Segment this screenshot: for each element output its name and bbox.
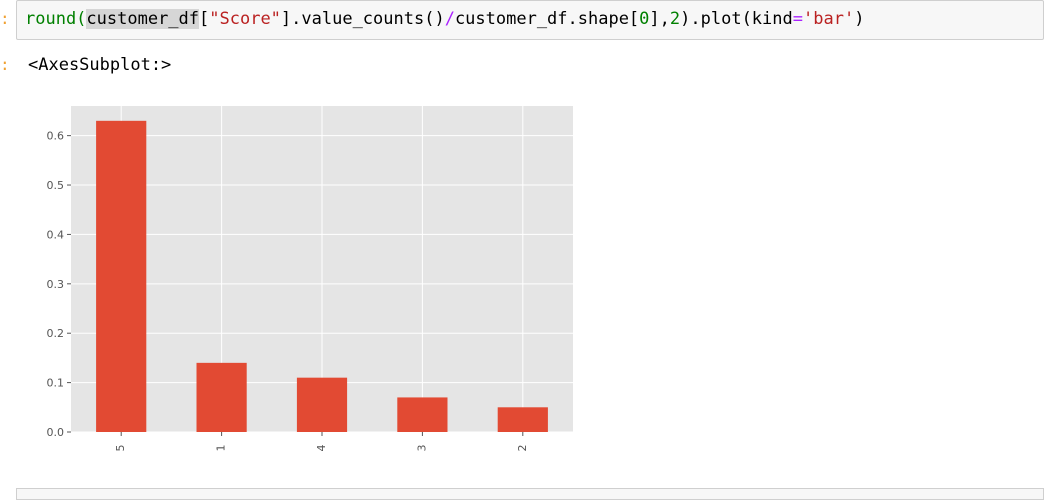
bar-3	[397, 397, 448, 432]
y-tick-label: 0.4	[47, 228, 65, 241]
code-token-round: round(	[25, 9, 87, 29]
code-token-number-zero: 0	[639, 9, 650, 29]
output-prompt: :	[0, 55, 10, 74]
x-tick-label: 3	[415, 445, 428, 452]
bar-4	[296, 377, 348, 432]
y-tick-label: 0.5	[47, 179, 65, 192]
code-token-close-paren: )	[854, 9, 865, 29]
y-tick-label: 0.2	[47, 327, 65, 340]
bar-5	[96, 120, 147, 433]
code-token-variable-highlight: customer_df	[86, 9, 200, 29]
x-tick-label: 2	[516, 445, 529, 452]
output-text: <AxesSubplot:>	[28, 55, 172, 75]
code-token-shape: customer_df.shape[	[454, 9, 640, 29]
code-token-kind-string: 'bar'	[803, 9, 855, 29]
y-tick-label: 0.1	[47, 377, 65, 390]
input-prompt: :	[0, 9, 10, 28]
code-token-bracket: [	[199, 9, 210, 29]
bar-chart: 0.0 0.1 0.2 0.3 0.4 0.5 0.6 5 1 4 3 2	[47, 106, 573, 452]
x-tick-label: 5	[114, 445, 127, 452]
code-token-number-two: 2	[669, 9, 681, 29]
code-token-plot: ).plot(kind	[680, 9, 793, 29]
y-tick-label: 0.6	[47, 130, 65, 143]
bar-1	[196, 362, 247, 432]
bar-2	[497, 407, 548, 432]
x-tick-label: 4	[315, 445, 328, 452]
next-code-cell[interactable]	[16, 488, 1044, 500]
code-token-method: ].value_counts()	[280, 9, 445, 29]
code-token-string: "Score"	[209, 9, 281, 29]
y-tick-label: 0.0	[47, 426, 65, 439]
code-token-equals: =	[792, 9, 803, 29]
code-token-comma: ],	[649, 9, 670, 29]
x-tick-label: 1	[215, 445, 228, 452]
code-token-operator: /	[444, 9, 455, 29]
y-tick-label: 0.3	[47, 278, 65, 291]
code-line[interactable]: round(customer_df["Score"].value_counts(…	[25, 9, 864, 29]
code-cell[interactable]: round(customer_df["Score"].value_counts(…	[16, 0, 1044, 40]
